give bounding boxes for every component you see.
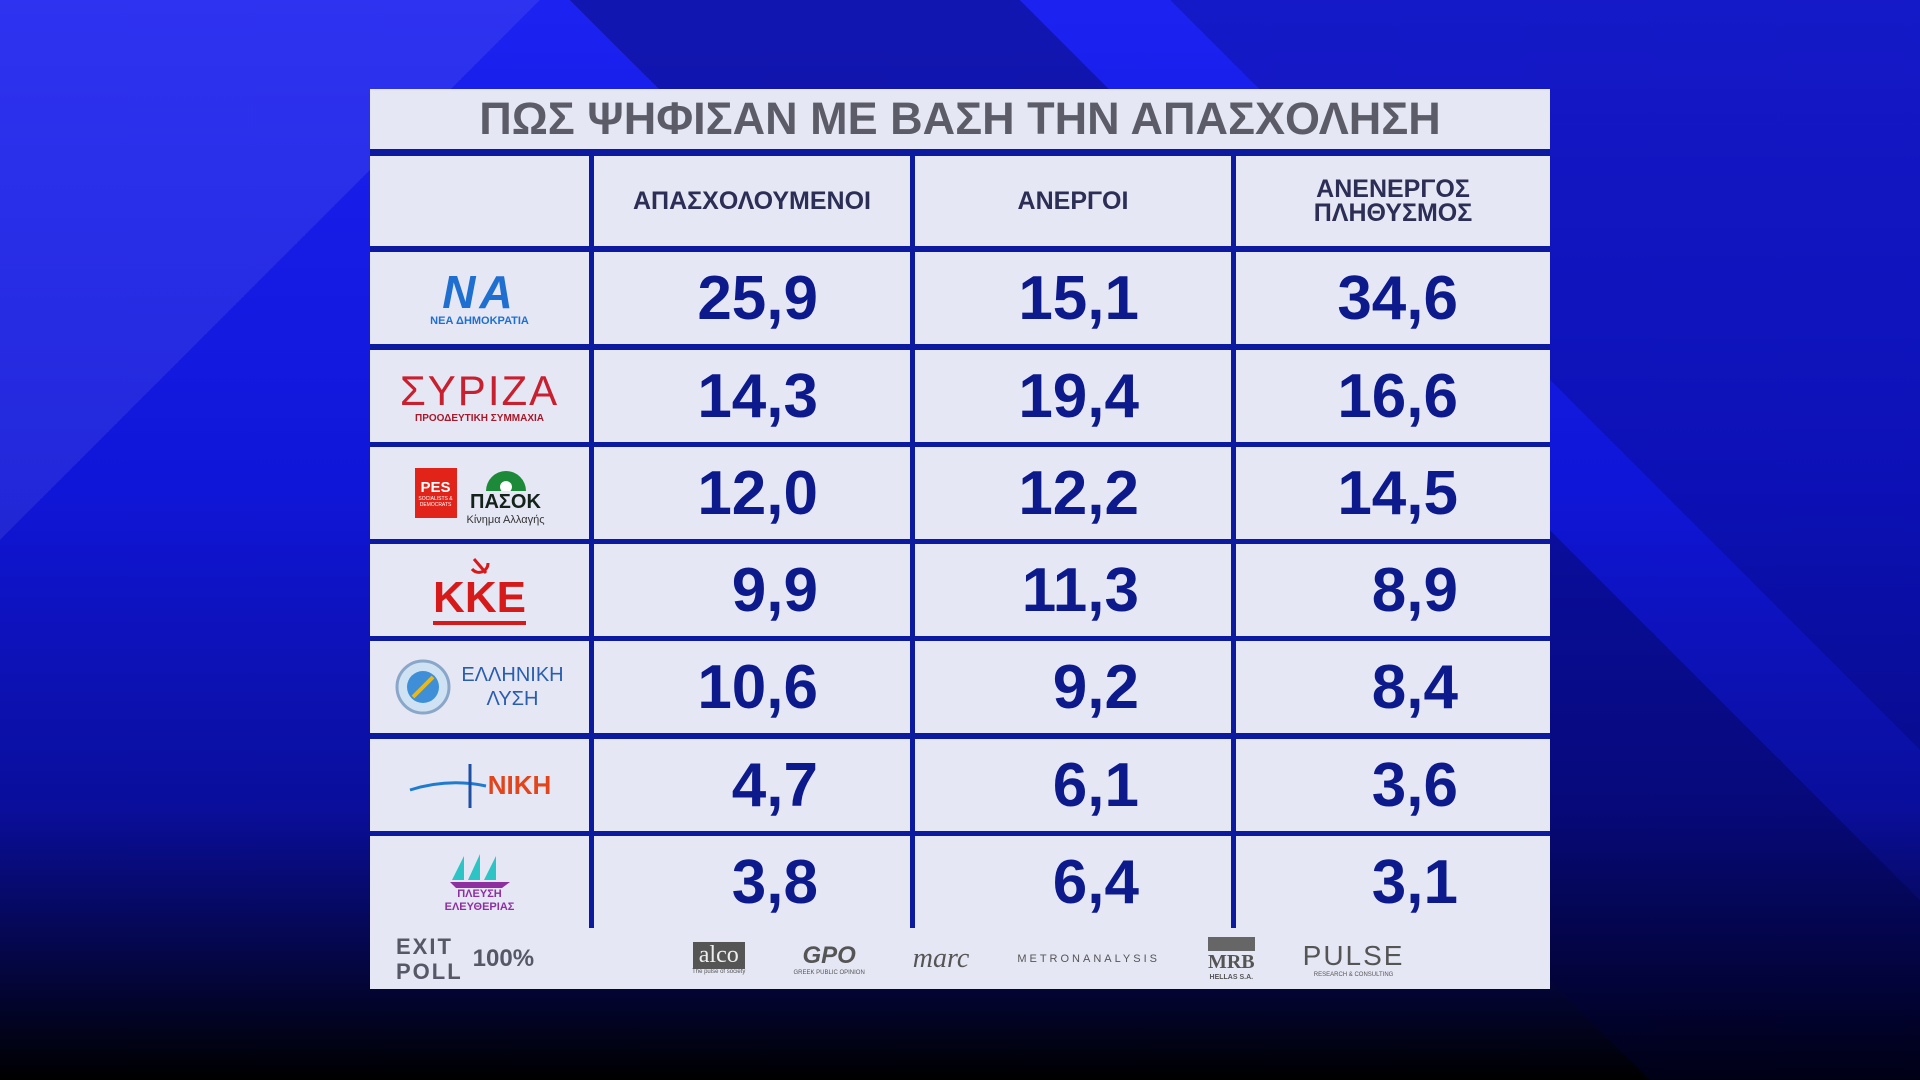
value-cell: 14,5 bbox=[1236, 447, 1550, 539]
logo-text: ΣΥΡΙΖΑ bbox=[399, 366, 560, 414]
exit-poll-label: EXIT POLL bbox=[396, 934, 463, 984]
pollster: GPO GREEK PUBLIC OPINION bbox=[793, 942, 864, 976]
value-cell: 16,6 bbox=[1236, 350, 1550, 442]
value-cell: 3,1 bbox=[1236, 836, 1550, 928]
value-cell: 6,4 bbox=[915, 836, 1231, 928]
logo-text: ΠΡΟΟΔΕΥΤΙΚΗ ΣΥΜΜΑΧΙΑ bbox=[414, 412, 545, 424]
pasok: ΠΑΣΟΚ Κίνημα Αλλαγής bbox=[467, 461, 545, 526]
pollster-name: PULSE bbox=[1302, 939, 1405, 971]
pollster: MRB HELLAS S.A. bbox=[1207, 936, 1255, 981]
pollster-tag: GREEK PUBLIC OPINION bbox=[793, 969, 865, 976]
column-header: ΑΠΑΣΧΟΛΟΥΜΕΝΟΙ bbox=[594, 156, 910, 246]
logo-text: ΝΑ bbox=[442, 266, 517, 318]
value-cell: 11,3 bbox=[915, 544, 1231, 636]
logo-text: ΕΛΛΗΝΙΚΗ bbox=[461, 664, 564, 686]
logo-text: ΝΙΚΗ bbox=[487, 769, 552, 800]
title: ΠΩΣ ΨΗΦΙΣΑΝ ΜΕ ΒΑΣΗ ΤΗΝ ΑΠΑΣΧΟΛΗΣΗ bbox=[370, 89, 1550, 149]
niki-mark bbox=[409, 764, 487, 808]
logo-text: ΚΚΕ bbox=[433, 575, 526, 625]
pasok-sun bbox=[485, 470, 526, 491]
party-logo: ΚΚΕ bbox=[370, 544, 589, 636]
logo-text: PES bbox=[420, 478, 451, 496]
value-cell: 10,6 bbox=[594, 641, 910, 733]
pollster: PULSE RESEARCH & CONSULTING bbox=[1303, 940, 1405, 978]
footer-text: EXIT bbox=[396, 933, 453, 959]
logo-text: Κίνημα Αλλαγής bbox=[466, 513, 545, 526]
corner-cell bbox=[370, 156, 589, 246]
compass bbox=[395, 659, 451, 715]
party-logo: PES SOCIALISTS & DEMOCRATS ΠΑΣΟΚ Κίνημα … bbox=[370, 447, 589, 539]
value-cell: 3,8 bbox=[594, 836, 910, 928]
logo-text: ΕΛΕΥΘΕΡΙΑΣ bbox=[444, 901, 515, 913]
pollster: alco The pulse of society bbox=[692, 942, 745, 975]
value-cell: 14,3 bbox=[594, 350, 910, 442]
footer: EXIT POLL 100% alco The pulse of society G… bbox=[370, 928, 1550, 989]
logo-text: ΝΕΑ ΔΗΜΟΚΡΑΤΙΑ bbox=[430, 315, 529, 327]
value-cell: 19,4 bbox=[915, 350, 1231, 442]
pollster-name: marc bbox=[912, 942, 970, 974]
value-cell: 8,4 bbox=[1236, 641, 1550, 733]
pollsters: alco The pulse of society GPO GREEK PUBLIC… bbox=[644, 936, 1405, 981]
hammer-sickle bbox=[470, 558, 489, 574]
pollster-name: alco bbox=[692, 942, 745, 969]
logo-text: ΠΑΣΟΚ bbox=[470, 490, 541, 513]
pollster: METRONANALYSIS bbox=[1017, 953, 1160, 965]
pollster-tag: The pulse of society bbox=[692, 969, 746, 975]
coverage: 100% bbox=[472, 944, 535, 972]
logo-text: SOCIALISTS & DEMOCRATS bbox=[418, 495, 453, 508]
pollster-name: MRB bbox=[1207, 936, 1255, 974]
pollster: marc bbox=[913, 943, 970, 975]
party-logo: ΕΛΛΗΝΙΚΗ ΛΥΣΗ bbox=[370, 641, 589, 733]
footer-text: POLL bbox=[396, 958, 463, 984]
column-header: ΑΝΕΝΕΡΓΟΣ ΠΛΗΘΥΣΜΟΣ bbox=[1236, 156, 1550, 246]
boat-mark bbox=[449, 854, 510, 888]
pes-box: PES SOCIALISTS & DEMOCRATS bbox=[414, 468, 457, 518]
pollster-tag: HELLAS S.A. bbox=[1209, 973, 1254, 981]
value-cell: 34,6 bbox=[1236, 252, 1550, 344]
logo-text: ΛΥΣΗ bbox=[486, 688, 539, 710]
logo-text: ΠΛΕΥΣΗ bbox=[457, 888, 502, 900]
value-cell: 9,2 bbox=[915, 641, 1231, 733]
value-cell: 25,9 bbox=[594, 252, 910, 344]
value-cell: 8,9 bbox=[1236, 544, 1550, 636]
value-cell: 9,9 bbox=[594, 544, 910, 636]
value-cell: 15,1 bbox=[915, 252, 1231, 344]
value-cell: 12,2 bbox=[915, 447, 1231, 539]
pollster-name: GPO bbox=[802, 941, 856, 969]
table: ΠΩΣ ΨΗΦΙΣΑΝ ΜΕ ΒΑΣΗ ΤΗΝ ΑΠΑΣΧΟΛΗΣΗ ΑΠΑΣΧ… bbox=[370, 89, 1550, 989]
value-cell: 6,1 bbox=[915, 739, 1231, 831]
party-logo: ΠΛΕΥΣΗ ΕΛΕΥΘΕΡΙΑΣ bbox=[370, 836, 589, 928]
value-cell: 3,6 bbox=[1236, 739, 1550, 831]
pollster-tag: RESEARCH & CONSULTING bbox=[1313, 971, 1394, 978]
pollster-name: METRONANALYSIS bbox=[1017, 952, 1160, 965]
logo-text: ΕΛΛΗΝΙΚΗ ΛΥΣΗ bbox=[461, 663, 563, 711]
party-logo: ΣΥΡΙΖΑ ΠΡΟΟΔΕΥΤΙΚΗ ΣΥΜΜΑΧΙΑ bbox=[370, 350, 589, 442]
column-header: ΑΝΕΡΓΟΙ bbox=[915, 156, 1231, 246]
party-logo: ΝΑ ΝΕΑ ΔΗΜΟΚΡΑΤΙΑ bbox=[370, 252, 589, 344]
logo-text: ΠΛΕΥΣΗ ΕΛΕΥΘΕΡΙΑΣ bbox=[445, 888, 515, 914]
value-cell: 4,7 bbox=[594, 739, 910, 831]
value-cell: 12,0 bbox=[594, 447, 910, 539]
party-logo: ΝΙΚΗ bbox=[370, 739, 589, 831]
